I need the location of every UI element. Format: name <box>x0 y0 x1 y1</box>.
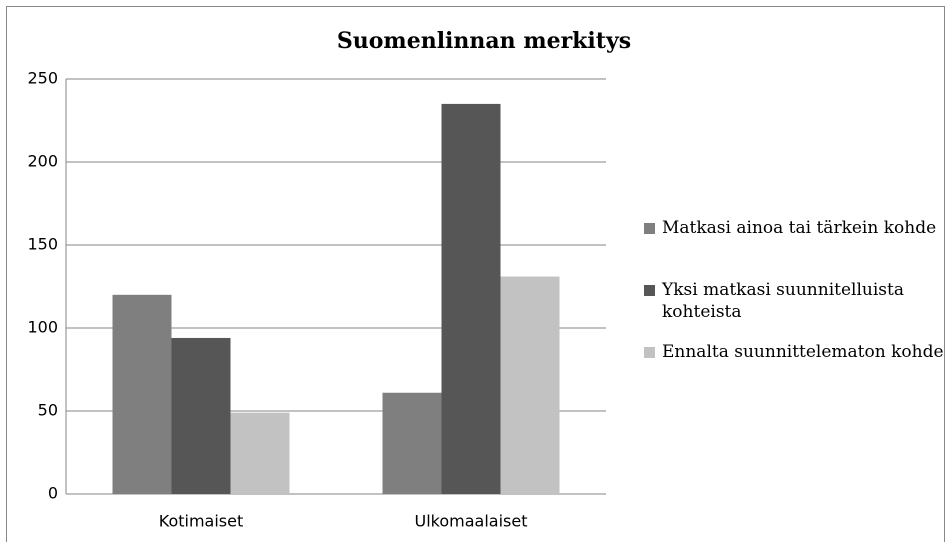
y-tick-label: 50 <box>38 401 58 420</box>
y-tick-label: 0 <box>48 484 58 503</box>
y-tick-label: 250 <box>27 69 58 88</box>
legend-item: Yksi matkasi suunnitelluista kohteista <box>644 279 944 323</box>
legend-label: Yksi matkasi suunnitelluista kohteista <box>662 280 904 322</box>
y-tick-label: 200 <box>27 152 58 171</box>
bar <box>171 337 231 494</box>
legend-item: Ennalta suunnittelematon kohde <box>644 341 944 363</box>
x-tick-label: Ulkomaalaiset <box>415 512 528 531</box>
legend-swatch <box>644 347 655 358</box>
bar <box>441 103 501 495</box>
legend-swatch <box>644 285 655 296</box>
legend-swatch <box>644 223 655 234</box>
y-tick-label: 150 <box>27 235 58 254</box>
bar <box>382 392 442 494</box>
legend-label: Ennalta suunnittelematon kohde <box>662 342 944 362</box>
bar <box>230 412 290 494</box>
bar <box>112 294 172 494</box>
chart-border <box>6 6 945 542</box>
legend-label: Matkasi ainoa tai tärkein kohde <box>662 218 937 238</box>
bar <box>500 276 560 494</box>
chart-title: Suomenlinnan merkitys <box>337 28 631 54</box>
legend-item: Matkasi ainoa tai tärkein kohde <box>644 217 944 239</box>
x-tick-label: Kotimaiset <box>159 512 244 531</box>
y-tick-label: 100 <box>27 318 58 337</box>
